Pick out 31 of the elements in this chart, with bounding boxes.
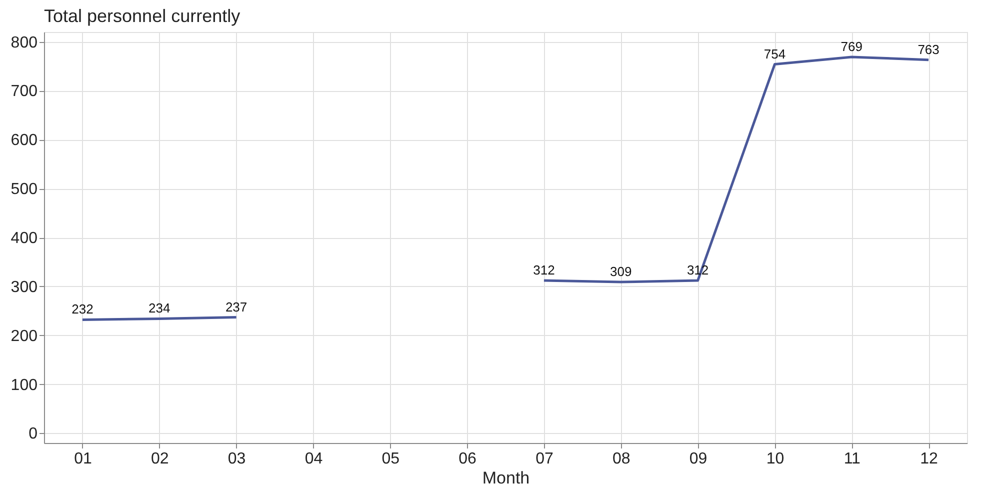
data-label: 237 [225, 299, 248, 314]
x-tick-label: 04 [304, 450, 323, 468]
y-tick-label: 500 [10, 181, 38, 198]
x-tick-label: 07 [536, 450, 554, 468]
x-tick-label: 06 [458, 450, 477, 468]
y-tick-label: 100 [10, 376, 38, 394]
y-tick-label: 400 [10, 230, 38, 247]
x-tick-label: 10 [766, 450, 784, 468]
x-tick-label: 09 [689, 450, 708, 468]
data-label: 234 [148, 300, 170, 316]
data-label: 232 [72, 302, 94, 317]
x-tick-label: 08 [612, 450, 630, 468]
y-tick-label: 300 [10, 278, 38, 296]
chart-title: Total personnel currently [44, 6, 240, 26]
x-tick-label: 02 [150, 450, 169, 468]
y-tick-label: 700 [10, 83, 38, 100]
x-tick-label: 01 [74, 450, 92, 468]
y-tick-label: 600 [10, 132, 38, 150]
y-tick-label: 0 [28, 426, 38, 443]
data-label: 769 [840, 38, 862, 54]
x-tick-label: 12 [920, 450, 938, 468]
x-tick-label: 11 [844, 450, 861, 468]
data-label: 754 [764, 46, 786, 62]
x-axis-title: Month [482, 468, 530, 488]
data-label: 312 [533, 262, 555, 278]
y-tick-label: 200 [10, 328, 38, 345]
x-tick-label: 03 [228, 450, 246, 468]
x-tick-label: 05 [382, 450, 400, 468]
y-tick-label: 800 [10, 34, 38, 52]
data-label: 763 [918, 42, 940, 57]
data-label: 309 [610, 264, 632, 280]
